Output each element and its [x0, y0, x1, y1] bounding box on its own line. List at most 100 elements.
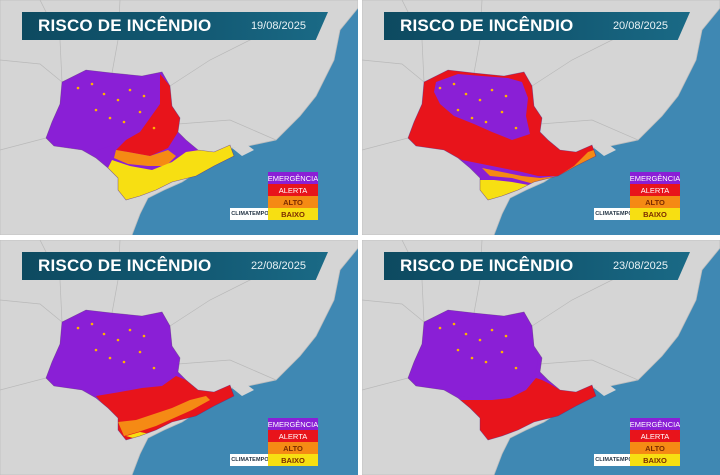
city-marker: [500, 110, 504, 114]
risk-map: [0, 0, 358, 235]
risk-area-baixo: [108, 145, 234, 200]
state-outline: [45, 69, 235, 201]
state-border: [0, 299, 63, 323]
legend-item-baixo: BAIXO: [268, 208, 318, 220]
city-marker: [142, 334, 146, 338]
legend-item-alto: ALTO: [268, 196, 318, 208]
state-border: [362, 59, 425, 83]
title-bar: RISCO DE INCÊNDIO 20/08/2025: [384, 12, 690, 40]
map-panel-4: RISCO DE INCÊNDIO 23/08/2025 CLIMATEMPO EME…: [362, 240, 720, 475]
risk-area-alto: [482, 150, 596, 184]
city-marker: [152, 366, 156, 370]
state-border: [539, 359, 639, 381]
city-marker: [514, 366, 518, 370]
state-outline: [407, 309, 597, 441]
climatempo-logo: CLIMATEMPO: [230, 454, 270, 466]
legend-item-emergencia: EMERGÊNCIA: [630, 418, 680, 430]
legend-item-emergencia: EMERGÊNCIA: [268, 172, 318, 184]
legend-item-baixo: BAIXO: [268, 454, 318, 466]
city-marker: [142, 94, 146, 98]
coastal-island: [594, 384, 616, 396]
city-marker: [478, 338, 482, 342]
state-border: [362, 377, 409, 391]
legend-item-alto: ALTO: [630, 196, 680, 208]
city-marker: [464, 92, 468, 96]
map-title: RISCO DE INCÊNDIO: [38, 256, 212, 275]
title-bar: RISCO DE INCÊNDIO 23/08/2025: [384, 252, 690, 280]
coastal-island: [232, 144, 254, 156]
city-marker: [108, 356, 112, 360]
city-marker: [76, 326, 80, 330]
city-marker: [152, 126, 156, 130]
title-bar: RISCO DE INCÊNDIO 22/08/2025: [22, 252, 328, 280]
city-marker: [128, 328, 132, 332]
city-marker: [122, 360, 126, 364]
state-outline: [45, 309, 235, 441]
city-marker: [76, 86, 80, 90]
risk-legend: EMERGÊNCIA ALERTA ALTO BAIXO: [630, 172, 680, 220]
map-title: RISCO DE INCÊNDIO: [400, 16, 574, 35]
risk-layers: [408, 310, 596, 440]
city-marker: [456, 108, 460, 112]
city-marker: [456, 348, 460, 352]
map-panel-3: RISCO DE INCÊNDIO 22/08/2025 CLIMATEMPO EME…: [0, 240, 358, 475]
risk-area-baixo: [480, 180, 534, 200]
map-date: 22/08/2025: [250, 260, 306, 272]
state-border: [539, 119, 639, 141]
city-marker: [464, 332, 468, 336]
city-marker: [116, 98, 120, 102]
city-marker: [484, 360, 488, 364]
risk-area-emergencia: [46, 310, 178, 394]
legend-item-emergencia: EMERGÊNCIA: [268, 418, 318, 430]
city-marker: [102, 92, 106, 96]
city-marker: [484, 120, 488, 124]
city-marker: [102, 332, 106, 336]
state-border: [362, 137, 409, 151]
climatempo-logo: CLIMATEMPO: [594, 454, 634, 466]
risk-map: [362, 240, 720, 475]
city-marker: [90, 82, 94, 86]
city-marker: [438, 86, 442, 90]
risk-layers: [408, 70, 596, 200]
state-border: [0, 59, 63, 83]
legend-item-alerta: ALERTA: [630, 184, 680, 196]
map-date: 23/08/2025: [612, 260, 668, 272]
city-marker: [470, 116, 474, 120]
city-marker: [94, 108, 98, 112]
risk-area-emergencia: [434, 74, 530, 140]
city-marker: [90, 322, 94, 326]
legend-item-baixo: BAIXO: [630, 208, 680, 220]
state-border: [177, 359, 277, 381]
state-border: [0, 137, 47, 151]
map-title: RISCO DE INCÊNDIO: [400, 256, 574, 275]
risk-area-emergencia: [46, 70, 168, 152]
city-marker: [452, 82, 456, 86]
risk-area-alerta: [116, 74, 180, 156]
risk-area-alerta: [458, 378, 596, 440]
city-marker: [452, 322, 456, 326]
climatempo-logo: CLIMATEMPO: [594, 208, 634, 220]
city-marker: [470, 356, 474, 360]
state-border: [362, 299, 425, 323]
city-marker: [478, 98, 482, 102]
legend-item-alto: ALTO: [268, 442, 318, 454]
city-marker: [128, 88, 132, 92]
risk-area-alto: [118, 396, 210, 436]
risk-layers: [46, 310, 234, 440]
map-panel-2: RISCO DE INCÊNDIO 20/08/2025 CLIMATEMPO EME…: [362, 0, 720, 235]
legend-item-emergencia: EMERGÊNCIA: [630, 172, 680, 184]
city-marker: [490, 328, 494, 332]
risk-map: [362, 0, 720, 235]
city-marker: [108, 116, 112, 120]
city-marker: [138, 110, 142, 114]
city-marker: [504, 334, 508, 338]
legend-item-baixo: BAIXO: [630, 454, 680, 466]
coastal-island: [594, 144, 616, 156]
city-marker: [138, 350, 142, 354]
legend-item-alerta: ALERTA: [268, 430, 318, 442]
title-bar: RISCO DE INCÊNDIO 19/08/2025: [22, 12, 328, 40]
city-marker: [438, 326, 442, 330]
city-marker: [490, 88, 494, 92]
map-date: 20/08/2025: [612, 20, 668, 32]
